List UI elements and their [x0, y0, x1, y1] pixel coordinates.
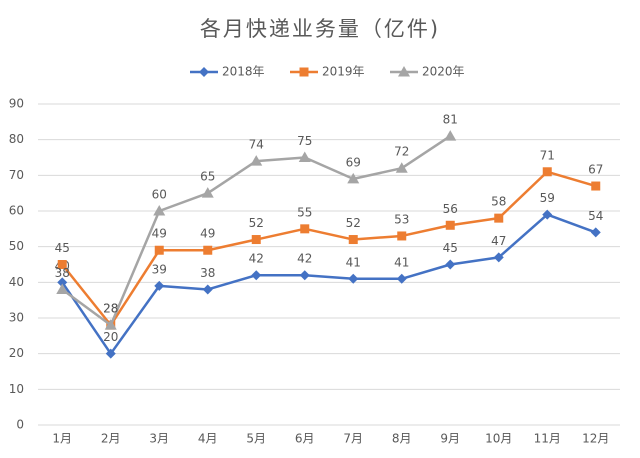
marker	[105, 348, 116, 359]
legend-marker	[299, 67, 309, 77]
data-label: 55	[297, 205, 312, 219]
x-tick-label: 10月	[485, 432, 512, 446]
marker	[104, 319, 117, 330]
x-tick-label: 1月	[52, 432, 72, 446]
y-tick-label: 0	[16, 418, 24, 432]
data-label: 54	[588, 209, 603, 223]
marker	[300, 224, 310, 234]
data-label: 65	[200, 170, 215, 184]
data-label: 41	[346, 255, 361, 269]
y-tick-label: 90	[9, 97, 24, 111]
x-tick-label: 6月	[295, 432, 315, 446]
data-label: 39	[152, 262, 167, 276]
marker	[494, 213, 504, 223]
data-label: 53	[394, 212, 409, 226]
data-label: 67	[588, 163, 603, 177]
data-label: 28	[103, 302, 118, 316]
marker	[395, 162, 408, 173]
data-label: 41	[394, 255, 409, 269]
marker	[251, 235, 261, 245]
data-label: 45	[443, 241, 458, 255]
marker	[347, 172, 360, 184]
marker	[57, 260, 67, 269]
x-tick-label: 3月	[149, 432, 169, 446]
marker	[445, 259, 456, 270]
data-label: 74	[249, 138, 264, 152]
x-tick-label: 11月	[534, 432, 561, 446]
marker	[591, 181, 601, 191]
data-label: 49	[152, 227, 167, 241]
data-label: 81	[443, 113, 458, 127]
data-label: 38	[55, 266, 70, 280]
y-tick-label: 70	[9, 168, 24, 182]
y-tick-label: 20	[9, 346, 24, 360]
data-label: 28	[103, 302, 118, 316]
y-tick-label: 60	[9, 204, 24, 218]
x-tick-label: 9月	[440, 432, 460, 446]
data-label: 56	[443, 202, 458, 216]
y-tick-label: 40	[9, 275, 24, 289]
chart-title: 各月快递业务量（亿件)	[200, 17, 440, 41]
marker	[153, 205, 166, 216]
data-label: 42	[297, 252, 312, 266]
series-line	[61, 213, 597, 355]
marker	[298, 151, 311, 162]
series-line	[61, 170, 597, 327]
y-tick-label: 30	[9, 311, 24, 325]
data-label: 42	[249, 252, 264, 266]
data-label: 75	[297, 134, 312, 148]
y-tick-label: 80	[9, 132, 24, 146]
data-label: 58	[491, 195, 506, 209]
x-tick-label: 4月	[198, 432, 218, 446]
marker	[396, 273, 407, 284]
data-label: 52	[346, 216, 361, 230]
marker	[445, 220, 455, 230]
marker	[203, 245, 213, 255]
marker	[250, 155, 263, 166]
marker	[154, 245, 164, 255]
marker	[154, 280, 165, 291]
data-label: 49	[200, 227, 215, 241]
marker	[590, 227, 601, 238]
y-tick-label: 10	[9, 382, 24, 396]
x-tick-label: 2月	[101, 432, 121, 446]
marker	[251, 270, 262, 281]
legend-marker	[199, 67, 209, 77]
marker	[348, 235, 358, 245]
x-tick-label: 8月	[392, 432, 412, 446]
marker	[202, 284, 213, 295]
data-label: 20	[103, 330, 118, 344]
legend-label: 2019年	[322, 65, 365, 79]
data-label: 59	[540, 191, 555, 205]
data-label: 52	[249, 216, 264, 230]
data-label: 47	[491, 234, 506, 248]
marker	[542, 167, 552, 177]
legend-label: 2020年	[422, 65, 465, 79]
marker	[542, 209, 553, 220]
marker	[348, 273, 359, 284]
marker	[493, 252, 504, 263]
x-tick-label: 7月	[343, 432, 363, 446]
data-label: 72	[394, 145, 409, 159]
marker	[397, 231, 407, 241]
marker	[299, 270, 310, 281]
marker	[56, 283, 69, 294]
x-tick-label: 12月	[582, 432, 609, 446]
data-label: 69	[346, 155, 361, 169]
marker	[57, 277, 68, 288]
marker	[201, 187, 214, 198]
data-label: 60	[152, 188, 167, 202]
data-label: 38	[200, 266, 215, 280]
legend-marker	[398, 66, 410, 77]
y-tick-label: 50	[9, 239, 24, 253]
data-label: 45	[55, 241, 70, 255]
legend-label: 2018年	[222, 65, 265, 79]
x-tick-label: 5月	[246, 432, 266, 446]
data-label: 71	[540, 148, 555, 162]
marker	[444, 130, 457, 141]
